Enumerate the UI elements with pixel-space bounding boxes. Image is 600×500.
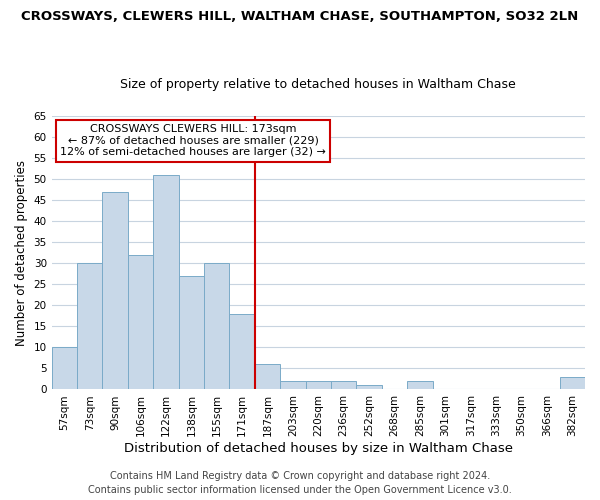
Bar bbox=[179, 276, 204, 390]
Bar bbox=[356, 385, 382, 390]
Bar bbox=[331, 381, 356, 390]
Bar bbox=[229, 314, 255, 390]
Bar bbox=[204, 263, 229, 390]
Bar bbox=[77, 263, 103, 390]
Bar bbox=[255, 364, 280, 390]
Bar bbox=[280, 381, 305, 390]
Text: Contains HM Land Registry data © Crown copyright and database right 2024.
Contai: Contains HM Land Registry data © Crown c… bbox=[88, 471, 512, 495]
Text: CROSSWAYS CLEWERS HILL: 173sqm
← 87% of detached houses are smaller (229)
12% of: CROSSWAYS CLEWERS HILL: 173sqm ← 87% of … bbox=[60, 124, 326, 157]
Bar bbox=[407, 381, 433, 390]
Bar bbox=[153, 174, 179, 390]
Bar bbox=[560, 377, 585, 390]
Bar bbox=[103, 192, 128, 390]
X-axis label: Distribution of detached houses by size in Waltham Chase: Distribution of detached houses by size … bbox=[124, 442, 513, 455]
Bar bbox=[305, 381, 331, 390]
Title: Size of property relative to detached houses in Waltham Chase: Size of property relative to detached ho… bbox=[121, 78, 516, 91]
Bar bbox=[128, 254, 153, 390]
Bar bbox=[52, 348, 77, 390]
Y-axis label: Number of detached properties: Number of detached properties bbox=[15, 160, 28, 346]
Text: CROSSWAYS, CLEWERS HILL, WALTHAM CHASE, SOUTHAMPTON, SO32 2LN: CROSSWAYS, CLEWERS HILL, WALTHAM CHASE, … bbox=[22, 10, 578, 23]
